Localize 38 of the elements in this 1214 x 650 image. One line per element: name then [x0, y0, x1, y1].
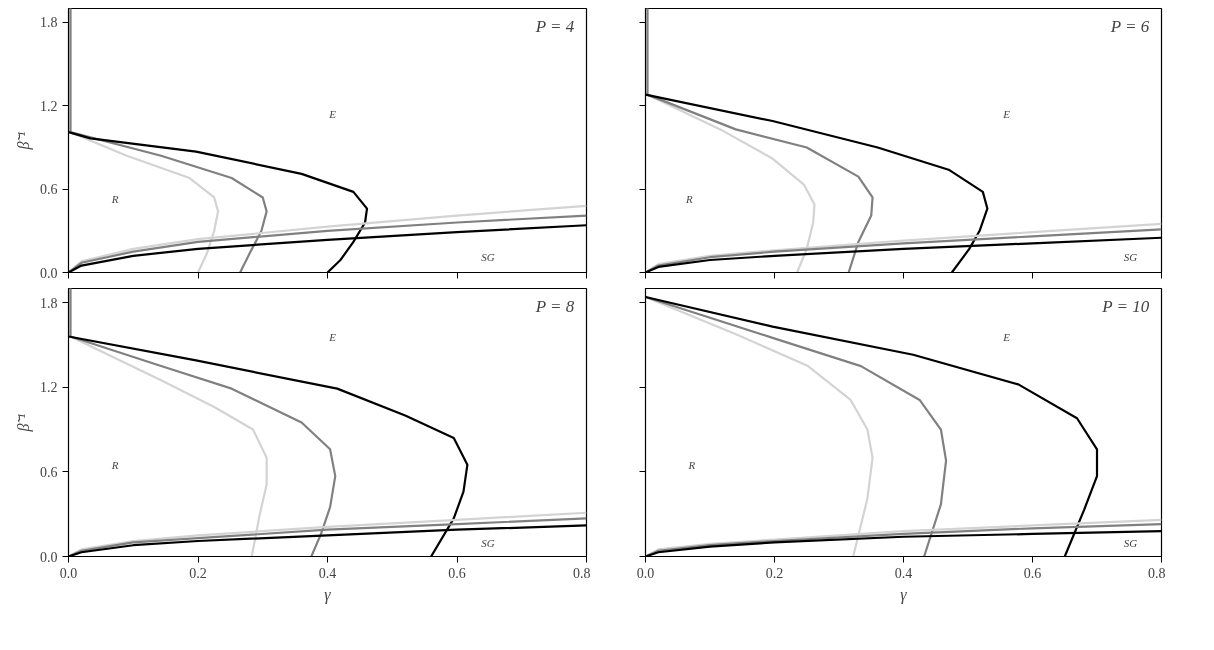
annotation: E: [1002, 330, 1011, 343]
y-tick-label: 1.2: [40, 380, 58, 396]
annotation: P = 8: [534, 296, 575, 316]
y-axis-title: β̃⁻¹: [15, 413, 33, 433]
y-tick-label: 0.6: [40, 464, 58, 480]
annotation: SG: [481, 537, 495, 550]
annotation: E: [328, 108, 337, 121]
annotation: R: [685, 192, 693, 205]
annotation: SG: [1123, 537, 1138, 550]
annotation: R: [110, 192, 119, 205]
y-tick-label: 0.6: [40, 182, 58, 198]
y-tick-label: 1.8: [40, 15, 58, 31]
x-axis-title: γ: [324, 585, 332, 604]
x-tick-label: 0.4: [894, 565, 913, 581]
x-tick-label: 0.0: [636, 565, 655, 581]
x-axis-title: γ: [900, 585, 908, 604]
x-tick-label: 0.6: [1023, 565, 1042, 581]
annotation: E: [328, 330, 337, 343]
x-tick-label: 0.6: [448, 565, 466, 581]
y-tick-label: 1.8: [40, 295, 58, 311]
annotation: P = 4: [534, 16, 575, 36]
x-tick-label: 0.2: [765, 565, 784, 581]
y-tick-label: 0.0: [40, 265, 58, 281]
x-tick-label: 0.4: [318, 565, 337, 581]
annotation: SG: [481, 250, 495, 263]
annotation: R: [687, 459, 696, 472]
x-tick-label: 0.0: [59, 565, 78, 581]
annotation: P = 10: [1101, 296, 1150, 316]
annotation: R: [110, 459, 119, 472]
y-tick-label: 0.0: [40, 549, 58, 565]
annotation: P = 6: [1109, 16, 1150, 36]
annotation: SG: [1123, 250, 1138, 263]
x-tick-label: 0.8: [1148, 565, 1166, 581]
y-tick-label: 1.2: [40, 98, 58, 114]
x-tick-label: 0.8: [573, 565, 591, 581]
annotation: E: [1002, 108, 1011, 121]
y-axis-title: β̃⁻¹: [15, 131, 33, 151]
x-tick-label: 0.2: [189, 565, 207, 581]
